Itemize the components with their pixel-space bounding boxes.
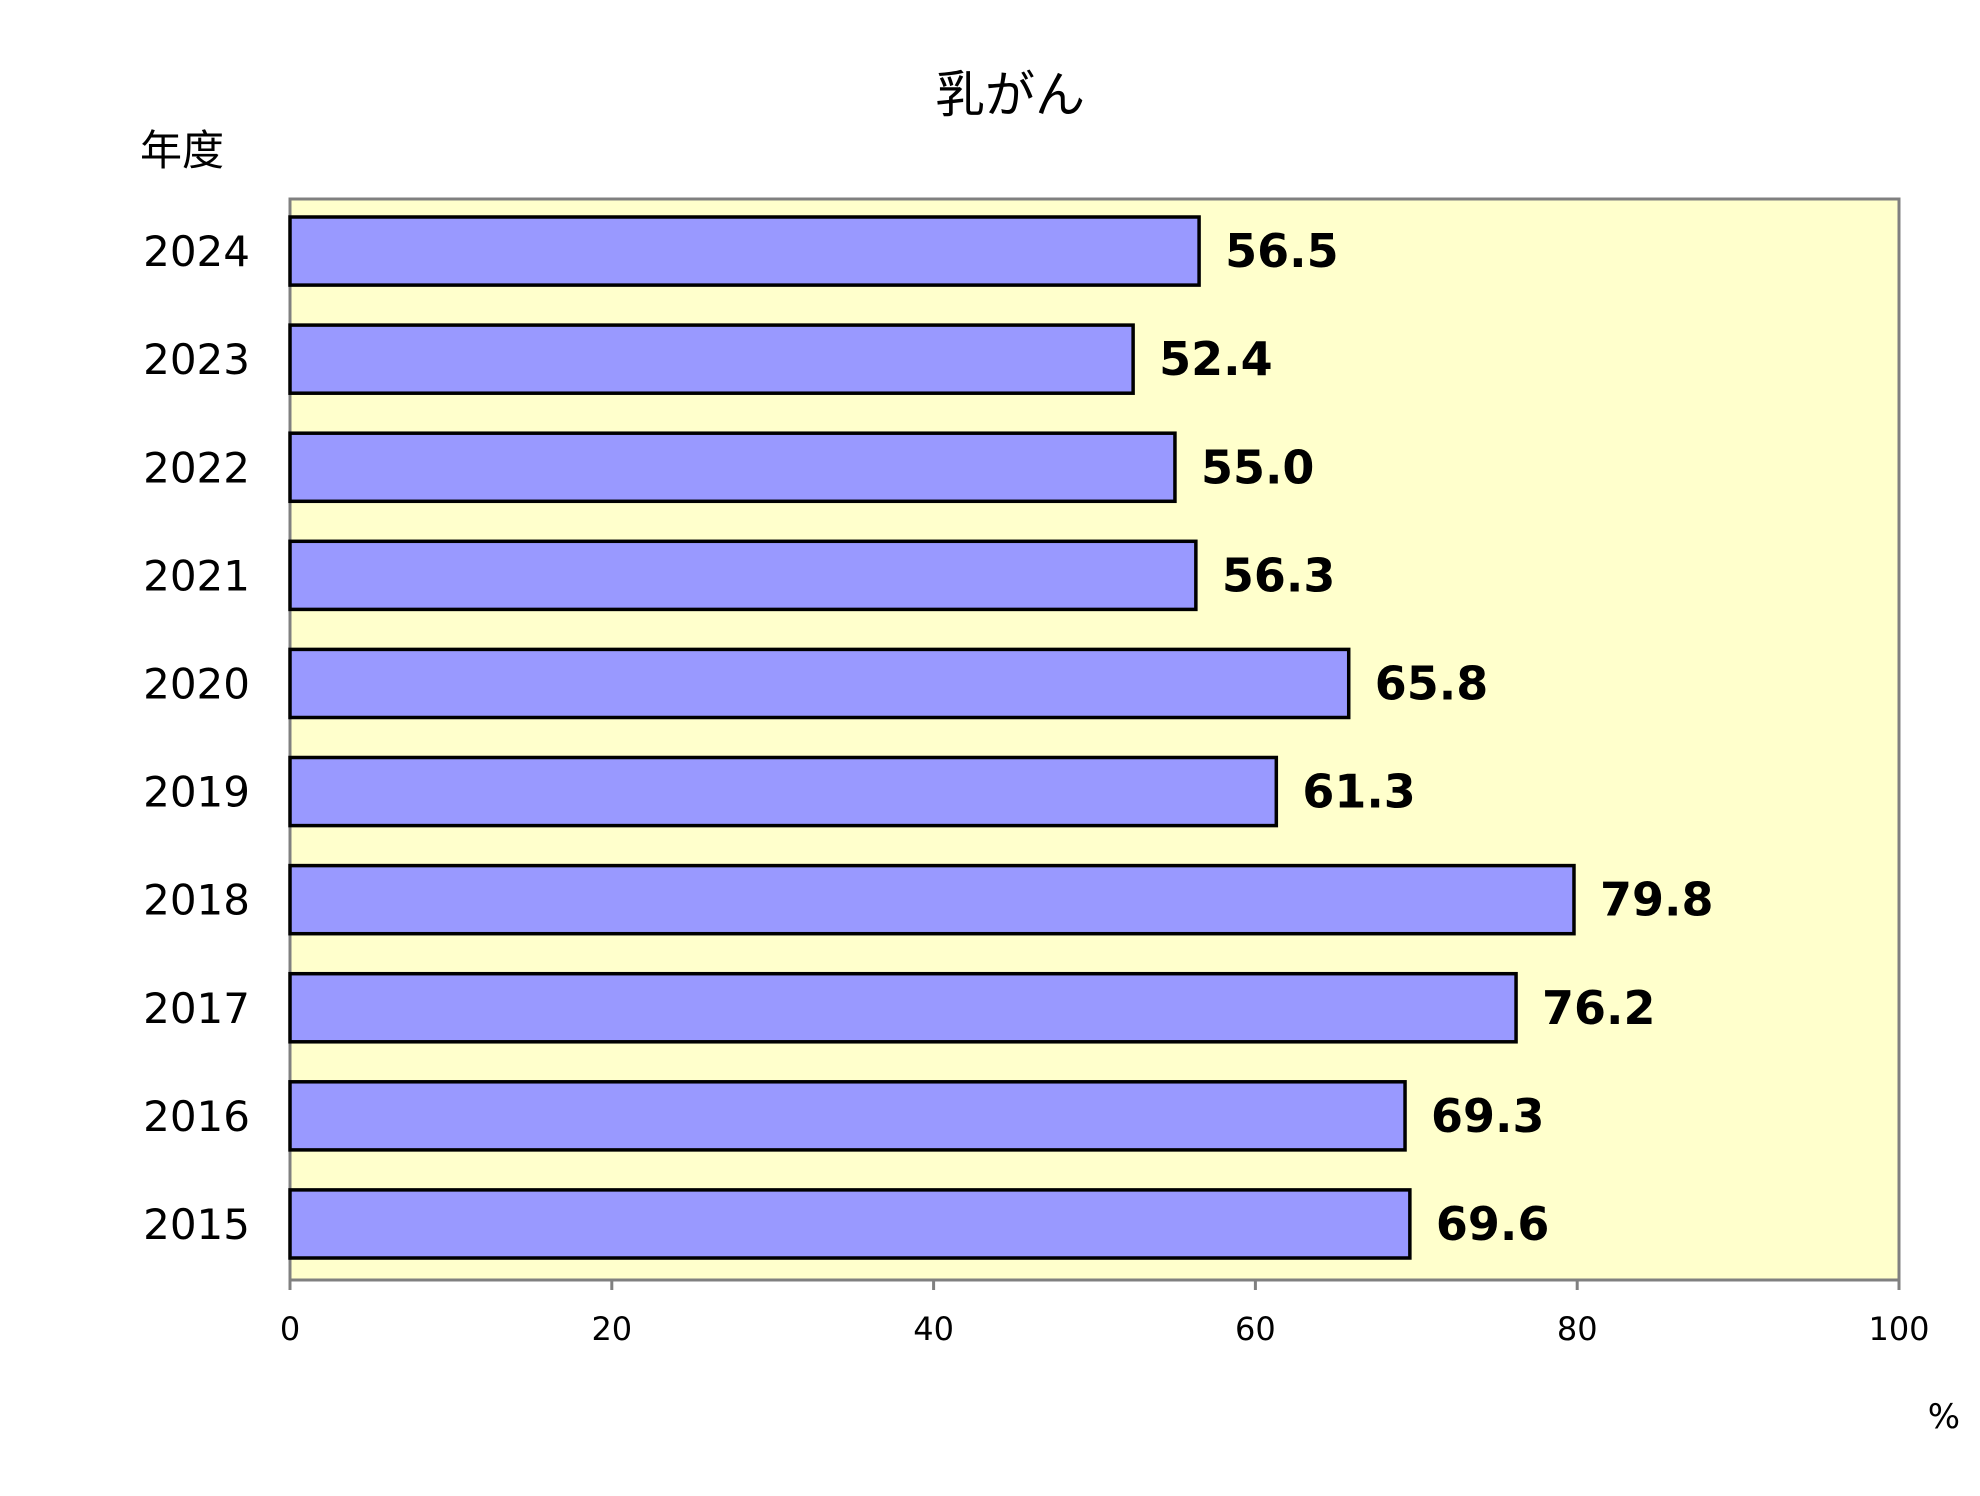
category-label-2015: 2015 (143, 1200, 250, 1249)
category-label-2017: 2017 (143, 984, 250, 1033)
value-label-2016: 69.3 (1431, 1089, 1545, 1143)
value-label-2020: 65.8 (1375, 656, 1489, 710)
y-axis-title: 年度 (140, 126, 224, 175)
bar-2016 (288, 1080, 1407, 1152)
value-label-2018: 79.8 (1600, 873, 1714, 927)
value-label-2021: 56.3 (1222, 548, 1336, 602)
bar-2020 (288, 647, 1351, 720)
value-label-2023: 52.4 (1159, 332, 1273, 386)
chart-title: 乳がん (935, 66, 1085, 124)
bar-2015 (288, 1188, 1412, 1260)
bar-2022 (288, 431, 1177, 504)
category-label-2023: 2023 (143, 335, 250, 384)
x-tick-label-80: 80 (1557, 1310, 1598, 1348)
value-label-2017: 76.2 (1542, 981, 1656, 1035)
value-label-2024: 56.5 (1225, 224, 1339, 278)
value-label-2019: 61.3 (1302, 765, 1416, 819)
x-tick-label-0: 0 (280, 1310, 300, 1348)
x-tick-label-40: 40 (913, 1310, 954, 1348)
category-label-2016: 2016 (143, 1092, 250, 1141)
category-label-2021: 2021 (143, 551, 250, 600)
category-label-2020: 2020 (143, 659, 250, 708)
category-label-2018: 2018 (143, 876, 250, 925)
bars-group: 56.5 2024 52.4 2023 55.0 2022 56.3 2021 65.8 2020… (143, 215, 1714, 1260)
category-label-2019: 2019 (143, 768, 250, 817)
category-label-2024: 2024 (143, 227, 250, 276)
bar-2018 (288, 863, 1576, 936)
value-label-2022: 55.0 (1201, 440, 1315, 494)
bar-2023 (288, 323, 1135, 395)
bar-2024 (288, 215, 1201, 287)
x-tick-label-60: 60 (1235, 1310, 1276, 1348)
x-axis: 0 20 40 60 80 100 (280, 1280, 1930, 1348)
unit-label: % (1928, 1397, 1960, 1437)
bar-2017 (288, 971, 1518, 1044)
category-label-2022: 2022 (143, 443, 250, 492)
bar-2019 (288, 755, 1279, 828)
x-tick-label-100: 100 (1868, 1310, 1929, 1348)
bar-2021 (288, 539, 1198, 612)
x-tick-label-20: 20 (591, 1310, 632, 1348)
value-label-2015: 69.6 (1436, 1197, 1550, 1251)
